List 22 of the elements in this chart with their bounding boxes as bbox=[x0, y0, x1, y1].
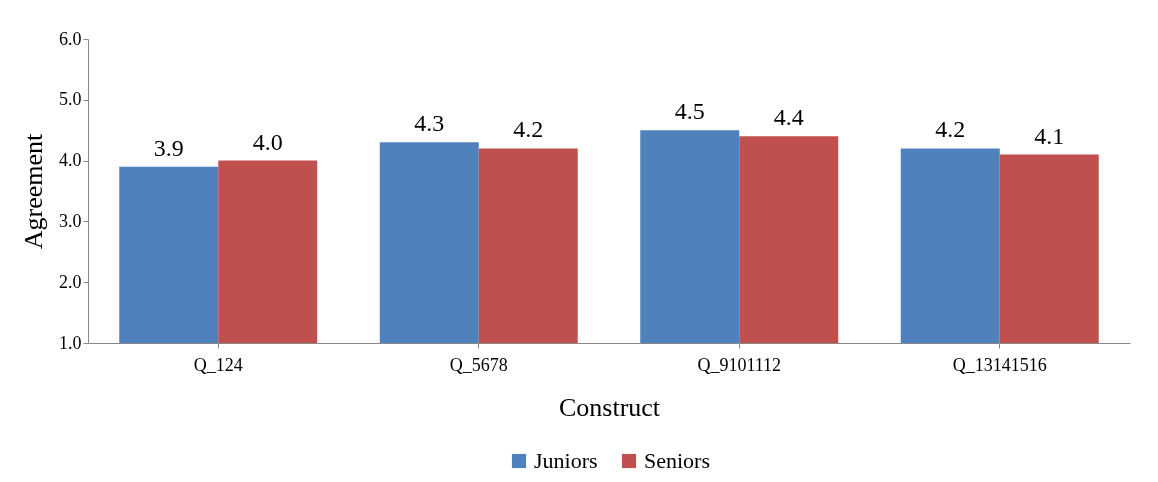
x-tick-label: Q_5678 bbox=[449, 354, 508, 375]
y-tick-label: 2.0 bbox=[59, 271, 82, 292]
data-label: 3.9 bbox=[153, 134, 184, 161]
x-tick-label: Q_13141516 bbox=[952, 354, 1047, 375]
y-tick-label: 6.0 bbox=[59, 28, 82, 49]
data-label: 4.5 bbox=[674, 98, 705, 125]
y-tick-label: 5.0 bbox=[59, 89, 82, 110]
y-tick-label: 3.0 bbox=[59, 210, 82, 231]
x-tick-label: Q_124 bbox=[193, 354, 243, 375]
x-axis-title: Construct bbox=[558, 392, 661, 422]
data-label: 4.2 bbox=[935, 116, 966, 143]
data-label: 4.0 bbox=[252, 128, 283, 155]
y-axis-title: Agreement bbox=[19, 132, 48, 250]
x-tick-label: Q_9101112 bbox=[697, 354, 782, 375]
y-tick-label: 4.0 bbox=[59, 150, 82, 171]
legend-label: Juniors bbox=[534, 448, 598, 473]
data-label: 4.1 bbox=[1034, 122, 1065, 149]
y-tick-label: 1.0 bbox=[59, 332, 82, 353]
data-label: 4.2 bbox=[513, 116, 544, 143]
legend-label: Seniors bbox=[644, 448, 710, 473]
data-label: 4.3 bbox=[414, 110, 445, 137]
data-label: 4.4 bbox=[773, 104, 804, 131]
